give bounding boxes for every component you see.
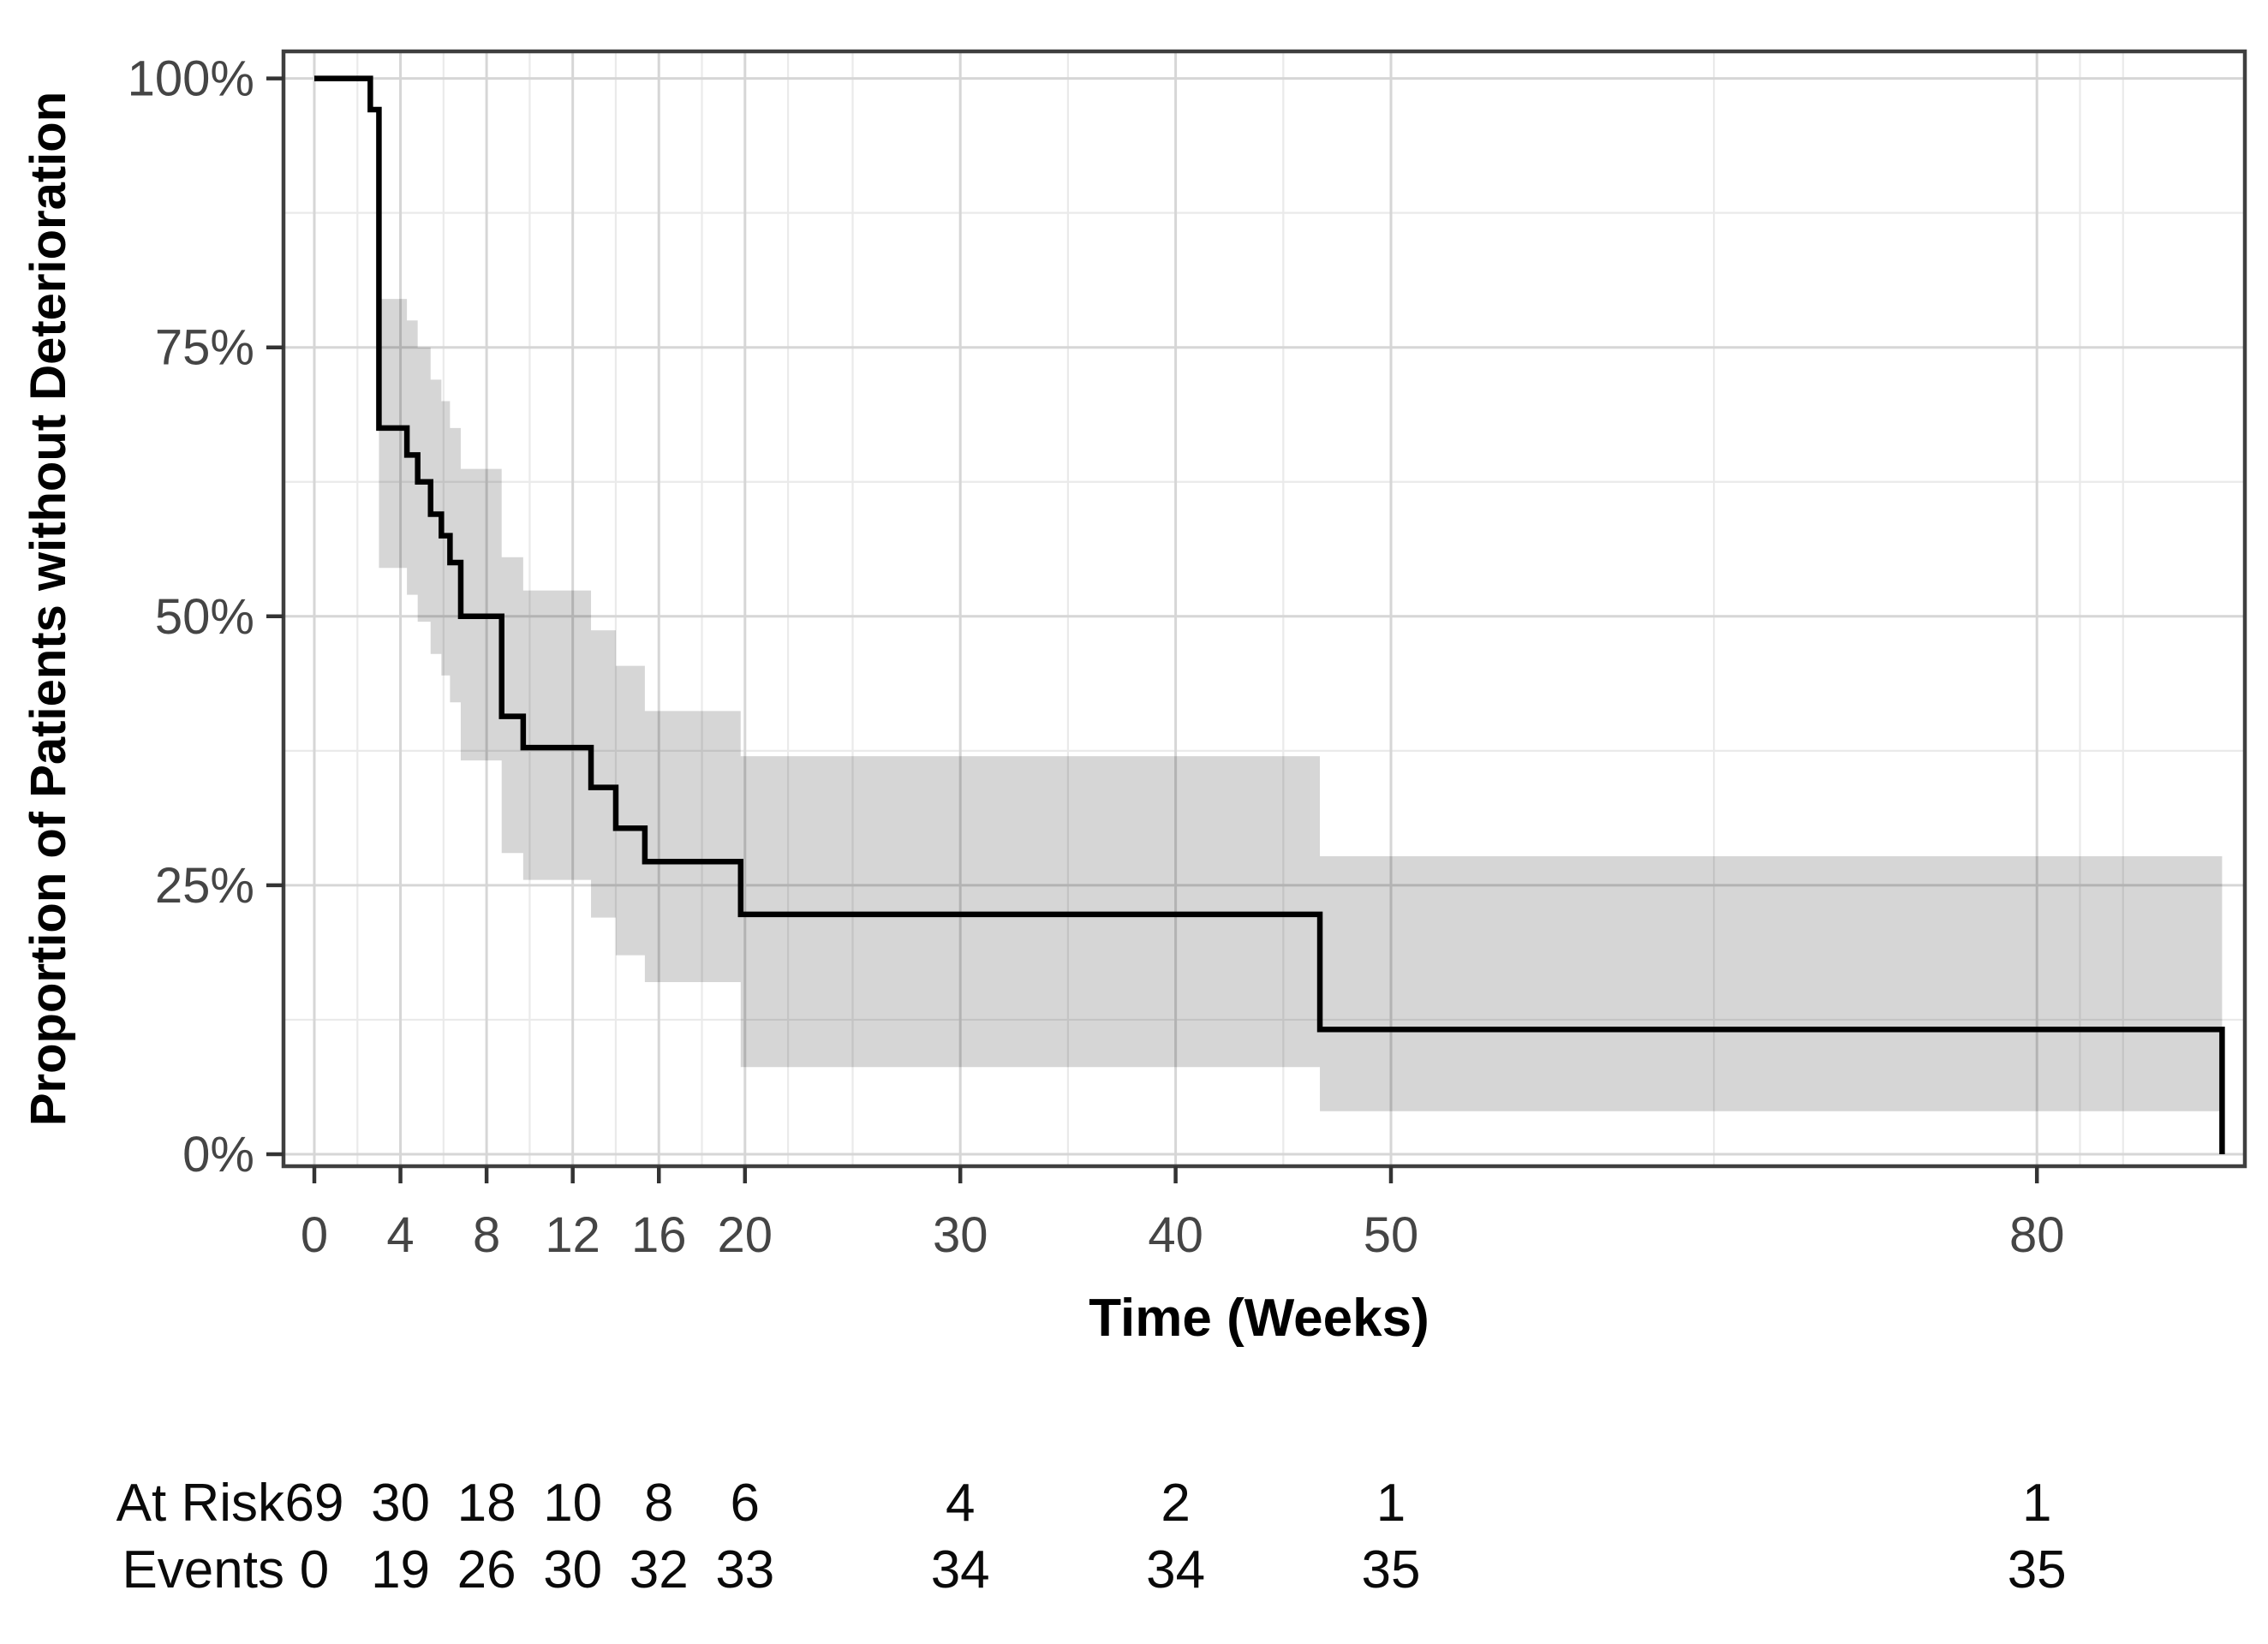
y-axis-title: Proportion of Patients without Deteriora…	[21, 92, 76, 1126]
risk-table-value: 32	[630, 1540, 689, 1599]
risk-table-value: 1	[1376, 1474, 1406, 1533]
x-tick-label: 50	[1364, 1207, 1419, 1263]
x-tick-label: 20	[718, 1207, 773, 1263]
km-survival-curve	[314, 75, 2225, 1154]
x-tick-label: 30	[933, 1207, 988, 1263]
risk-table-value: 10	[543, 1474, 602, 1533]
x-tick-label: 16	[631, 1207, 687, 1263]
risk-table-value: 18	[457, 1474, 516, 1533]
risk-table-value: 30	[543, 1540, 602, 1599]
y-tick-label: 75%	[155, 320, 254, 376]
risk-table-value: 69	[285, 1474, 344, 1533]
risk-table-value: 35	[1362, 1540, 1421, 1599]
risk-table-row-label: Events	[122, 1540, 284, 1599]
x-tick-label: 40	[1148, 1207, 1203, 1263]
y-tick-labels: 0% 25% 50% 75% 100%	[128, 51, 254, 1182]
risk-table-value: 30	[371, 1474, 430, 1533]
risk-table-row-label: At Risk	[116, 1474, 285, 1533]
x-tick-label: 12	[545, 1207, 600, 1263]
risk-table-value: 6	[731, 1474, 760, 1533]
risk-table: At Risk 69 30 18 10 8 6 4 2 1 1 Events 0 19 26 30 32 33 34…	[116, 1474, 2067, 1599]
x-tick-label: 0	[301, 1207, 328, 1263]
risk-table-value: 4	[946, 1474, 975, 1533]
x-tick-label: 80	[2009, 1207, 2065, 1263]
risk-table-value: 34	[931, 1540, 990, 1599]
confidence-band	[379, 299, 2223, 1111]
axis-ticks	[266, 76, 2039, 1183]
x-tick-label: 4	[386, 1207, 414, 1263]
y-tick-label: 100%	[128, 51, 254, 107]
x-axis-title: Time (Weeks)	[1089, 1289, 1429, 1348]
risk-table-value: 35	[2008, 1540, 2067, 1599]
y-tick-label: 25%	[155, 858, 254, 914]
risk-table-value: 8	[644, 1474, 673, 1533]
y-tick-label: 50%	[155, 589, 254, 645]
risk-table-value: 0	[300, 1540, 329, 1599]
risk-table-value: 34	[1146, 1540, 1205, 1599]
x-tick-labels: 0 4 8 12 16 20 30 40 50 80	[301, 1207, 2065, 1263]
gridlines-major	[284, 51, 2245, 1166]
x-tick-label: 8	[473, 1207, 500, 1263]
y-tick-label: 0%	[182, 1127, 254, 1182]
panel-border	[281, 49, 2247, 1169]
risk-table-value: 2	[1161, 1474, 1190, 1533]
gridlines-minor	[284, 51, 2245, 1166]
risk-table-value: 19	[371, 1540, 430, 1599]
risk-table-value: 1	[2022, 1474, 2051, 1533]
risk-table-value: 26	[457, 1540, 516, 1599]
risk-table-value: 33	[715, 1540, 774, 1599]
